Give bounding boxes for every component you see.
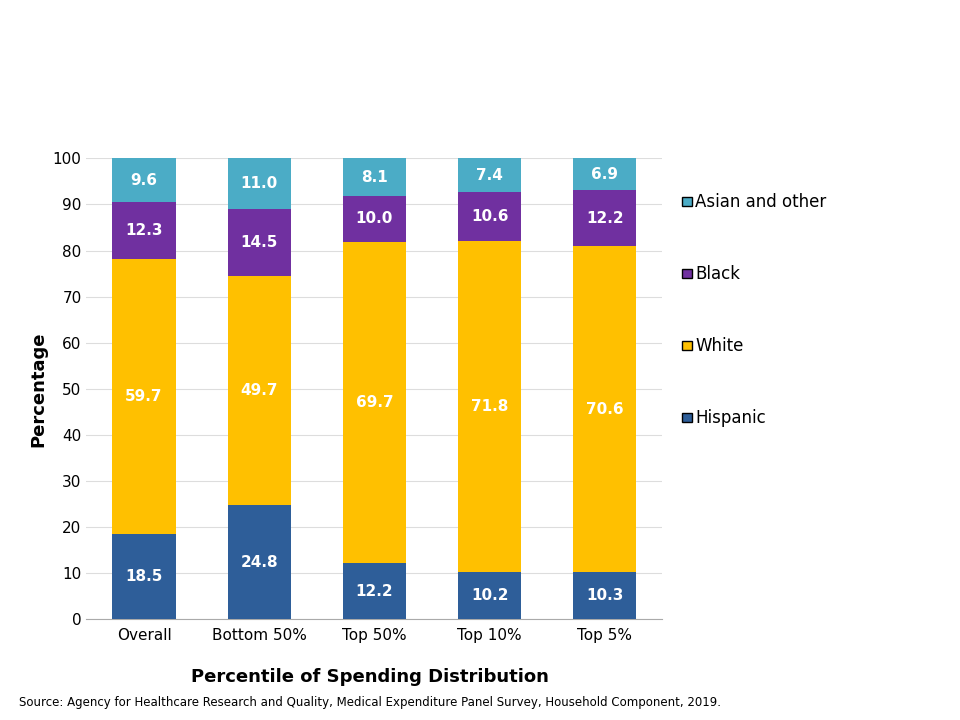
Text: 71.8: 71.8	[471, 400, 508, 414]
Bar	[573, 158, 636, 190]
Text: Percentile of Spending Distribution: Percentile of Spending Distribution	[191, 668, 548, 685]
Text: Asian and other: Asian and other	[695, 192, 827, 210]
Bar	[458, 158, 521, 192]
Text: 10.2: 10.2	[470, 588, 509, 603]
Text: Black: Black	[695, 265, 740, 282]
Text: 7.4: 7.4	[476, 168, 503, 183]
Text: 12.2: 12.2	[586, 211, 624, 226]
Bar	[228, 209, 291, 276]
Text: White: White	[695, 336, 744, 354]
Text: 10.0: 10.0	[356, 211, 393, 226]
Bar	[112, 202, 176, 259]
Bar	[343, 242, 406, 563]
Text: 14.5: 14.5	[241, 235, 277, 250]
Text: 69.7: 69.7	[355, 395, 394, 410]
Text: 12.2: 12.2	[355, 584, 394, 598]
Y-axis label: Percentage: Percentage	[29, 331, 47, 446]
Text: 10.3: 10.3	[587, 588, 623, 603]
Bar	[112, 158, 176, 202]
Text: 9.6: 9.6	[131, 173, 157, 187]
Text: 10.6: 10.6	[470, 210, 509, 225]
Bar	[573, 246, 636, 572]
Bar	[343, 563, 406, 619]
Bar	[228, 505, 291, 619]
Bar	[112, 259, 176, 534]
Text: 70.6: 70.6	[586, 402, 624, 417]
Bar	[112, 534, 176, 619]
Bar	[228, 158, 291, 209]
Text: 49.7: 49.7	[240, 383, 278, 398]
Bar	[573, 190, 636, 246]
Text: Source: Agency for Healthcare Research and Quality, Medical Expenditure Panel Su: Source: Agency for Healthcare Research a…	[19, 696, 721, 709]
Text: Hispanic: Hispanic	[695, 409, 766, 426]
Bar	[228, 276, 291, 505]
Bar	[458, 241, 521, 572]
Text: 6.9: 6.9	[591, 167, 618, 181]
Bar	[573, 572, 636, 619]
Bar	[343, 196, 406, 242]
Text: Figure 5. Percentage of persons by race/ethnicity and
percentile of spending, 20: Figure 5. Percentage of persons by race/…	[64, 42, 742, 88]
Text: 59.7: 59.7	[125, 389, 163, 404]
Bar	[343, 158, 406, 196]
Text: 11.0: 11.0	[241, 176, 277, 192]
Text: 24.8: 24.8	[240, 554, 278, 570]
Bar	[458, 192, 521, 241]
Bar	[458, 572, 521, 619]
Text: 18.5: 18.5	[126, 569, 162, 584]
Text: 8.1: 8.1	[361, 170, 388, 184]
Text: 12.3: 12.3	[125, 223, 163, 238]
